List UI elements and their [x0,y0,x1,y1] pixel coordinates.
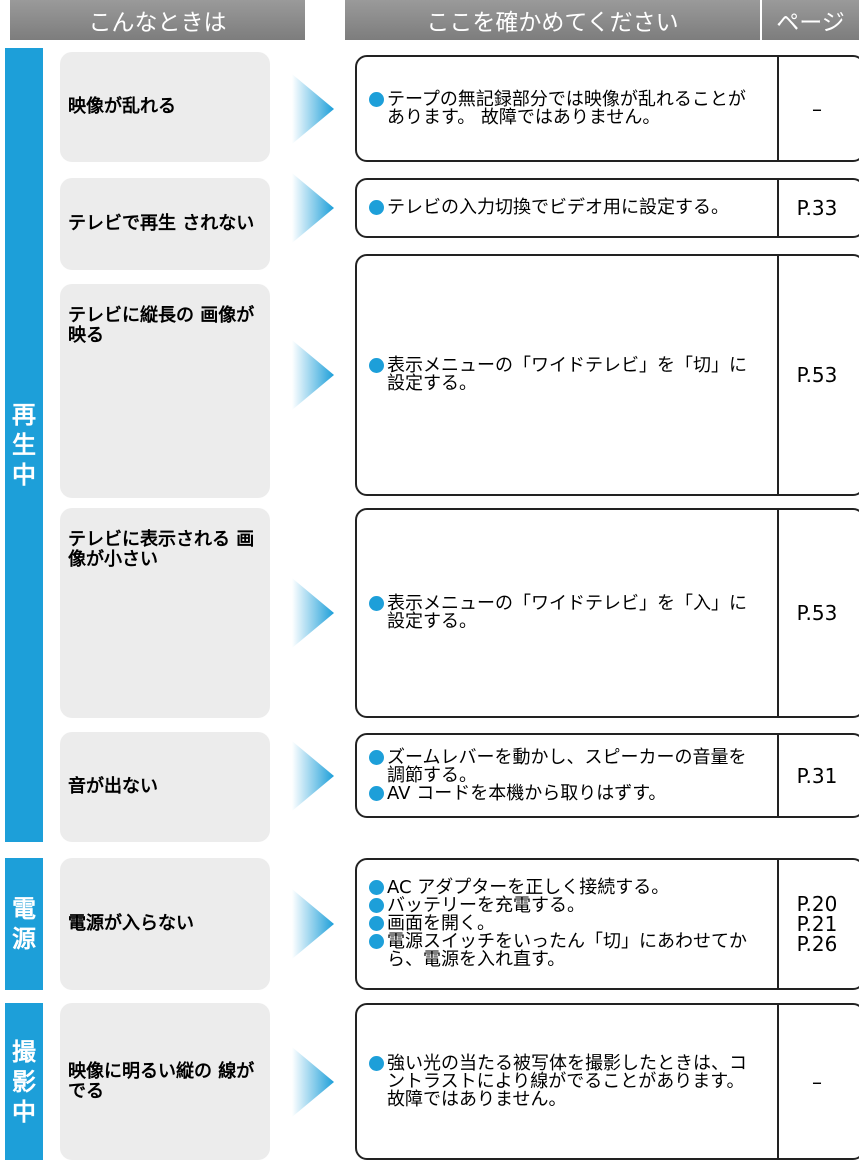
page-cell: P.33 [777,180,859,236]
check-list: 表示メニューの「ワイドテレビ」を「入」に設定する。 [357,510,777,716]
check-list: テレビの入力切換でビデオ用に設定する。 [357,180,777,236]
symptom: テレビで再生 されない [60,178,270,270]
check-list: テープの無記録部分では映像が乱れることがあります。 故障ではありません。 [357,57,777,160]
symptom: 音が出ない [60,732,270,842]
check-item: 電源スイッチをいったん「切」にあわせてから、電源を入れ直す。 [367,933,755,969]
page-ref: P.26 [796,932,838,956]
check-box: テレビの入力切換でビデオ用に設定する。 P.33 [355,178,859,238]
check-list: ズームレバーを動かし、スピーカーの音量を調節する。 AV コードを本機から取りはず… [357,735,777,816]
header-symptom: こんなときは [10,0,305,40]
check-list: AC アダプターを正しく接続する。 バッテリーを充電する。 画面を開く。 電源スイッチ… [357,860,777,988]
section-label: 再生中 [5,48,43,842]
section-text: 電源 [12,895,36,953]
symptom: 電源が入らない [60,858,270,990]
page-cell: – [777,1005,859,1158]
arrow [292,173,334,243]
check-item: バッテリーを充電する。 [367,897,755,915]
check-item: テレビの入力切換でビデオ用に設定する。 [367,199,755,217]
section-label: 撮影中 [5,1003,43,1160]
page-ref: P.21 [796,912,838,936]
page-ref: P.20 [796,892,838,916]
check-item: AC アダプターを正しく接続する。 [367,879,755,897]
arrow [292,73,334,144]
page-ref: P.53 [796,601,838,625]
check-list: 表示メニューの「ワイドテレビ」を「切」に設定する。 [357,256,777,494]
section-text: 撮影中 [12,1037,36,1126]
symptom: テレビに縦長の 画像が映る [60,284,270,498]
check-list: 強い光の当たる被写体を撮影したときは、コントラストにより線がでることがあります。… [357,1005,777,1158]
check-box: ズームレバーを動かし、スピーカーの音量を調節する。 AV コードを本機から取りはず… [355,733,859,818]
check-box: テープの無記録部分では映像が乱れることがあります。 故障ではありません。 – [355,55,859,162]
check-box: 表示メニューの「ワイドテレビ」を「入」に設定する。 P.53 [355,508,859,718]
check-item: テープの無記録部分では映像が乱れることがあります。 故障ではありません。 [367,90,755,127]
arrow [292,340,334,410]
check-item: 表示メニューの「ワイドテレビ」を「切」に設定する。 [367,357,755,393]
check-item: 強い光の当たる被写体を撮影したときは、コントラストにより線がでることがあります。… [367,1054,755,1109]
header-check: ここを確かめてください [345,0,760,40]
page-cell: – [777,57,859,160]
arrow [292,740,334,811]
header-page: ページ [762,0,859,40]
page-cell: P.53 [777,510,859,716]
check-box: 強い光の当たる被写体を撮影したときは、コントラストにより線がでることがあります。… [355,1003,859,1160]
page-ref: – [812,1069,822,1094]
check-item: 画面を開く。 [367,915,755,933]
page-ref: P.33 [796,196,838,220]
page-cell: P.53 [777,256,859,494]
check-item: 表示メニューの「ワイドテレビ」を「入」に設定する。 [367,595,755,631]
symptom: テレビに表示される 画像が小さい [60,508,270,718]
check-item: AV コードを本機から取りはずす。 [367,784,755,803]
check-box: 表示メニューの「ワイドテレビ」を「切」に設定する。 P.53 [355,254,859,496]
symptom: 映像に明るい縦の 線がでる [60,1003,270,1160]
arrow [292,1046,334,1117]
arrow [292,578,334,648]
check-item: ズームレバーを動かし、スピーカーの音量を調節する。 [367,748,755,785]
section-text: 再生中 [12,401,36,489]
page-ref: P.31 [796,763,838,788]
section-label: 電源 [5,858,43,990]
page-cell: P.31 [777,735,859,816]
symptom: 映像が乱れる [60,52,270,162]
arrow [292,889,334,959]
page-ref: – [812,96,822,121]
check-box: AC アダプターを正しく接続する。 バッテリーを充電する。 画面を開く。 電源スイッチ… [355,858,859,990]
page-cell: P.20 P.21 P.26 [777,860,859,988]
page-ref: P.53 [796,363,838,387]
